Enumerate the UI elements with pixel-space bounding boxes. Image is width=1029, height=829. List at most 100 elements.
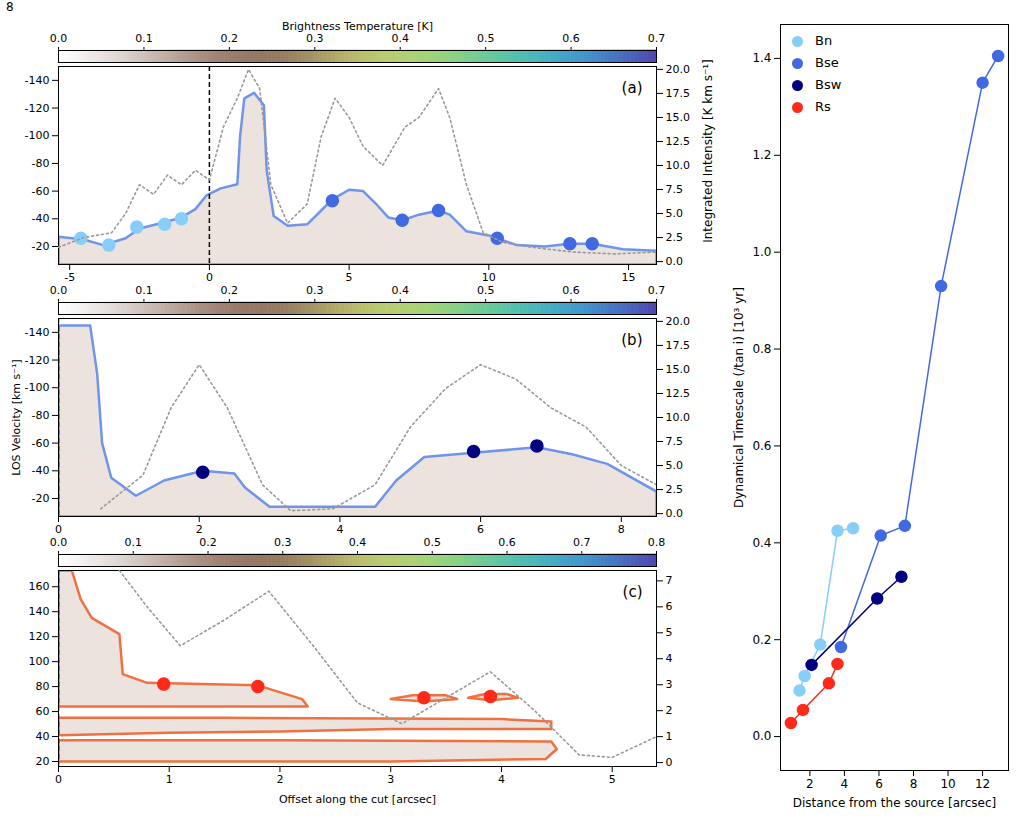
svg-text:20: 20: [36, 755, 50, 768]
svg-text:80: 80: [36, 680, 50, 693]
svg-text:0.8: 0.8: [752, 342, 771, 356]
svg-text:0.2: 0.2: [199, 536, 217, 549]
svg-text:0.0: 0.0: [50, 536, 68, 549]
svg-text:-20: -20: [32, 240, 50, 253]
svg-text:60: 60: [36, 705, 50, 718]
svg-text:10.0: 10.0: [666, 411, 691, 424]
svg-text:Brightness Temperature [K]: Brightness Temperature [K]: [282, 20, 433, 33]
svg-text:0.4: 0.4: [752, 536, 771, 550]
svg-text:0.1: 0.1: [125, 536, 143, 549]
svg-text:5: 5: [609, 773, 616, 786]
svg-text:6: 6: [477, 523, 484, 536]
svg-text:0.6: 0.6: [752, 439, 771, 453]
svg-text:0: 0: [55, 523, 62, 536]
svg-text:0.2: 0.2: [221, 284, 239, 297]
svg-text:-40: -40: [32, 464, 50, 477]
svg-text:10.0: 10.0: [666, 159, 691, 172]
svg-text:0: 0: [666, 756, 673, 769]
svg-text:Offset along the cut [arcsec]: Offset along the cut [arcsec]: [279, 793, 436, 806]
svg-text:40: 40: [36, 730, 50, 743]
svg-text:2.5: 2.5: [666, 483, 684, 496]
svg-text:10: 10: [940, 777, 955, 791]
svg-text:100: 100: [29, 655, 50, 668]
svg-text:0.1: 0.1: [135, 32, 153, 45]
svg-text:0.7: 0.7: [573, 536, 591, 549]
svg-text:0.5: 0.5: [477, 284, 495, 297]
svg-text:17.5: 17.5: [666, 339, 691, 352]
svg-text:7.5: 7.5: [666, 435, 684, 448]
svg-text:1.0: 1.0: [752, 245, 771, 259]
svg-text:1.2: 1.2: [752, 148, 771, 162]
svg-text:0.8: 0.8: [648, 536, 666, 549]
svg-text:1: 1: [166, 773, 173, 786]
svg-text:-80: -80: [32, 157, 50, 170]
svg-text:20.0: 20.0: [666, 63, 691, 76]
svg-text:0.3: 0.3: [306, 284, 324, 297]
svg-text:Dynamical Timescale (/tan i) [: Dynamical Timescale (/tan i) [10³ yr]: [732, 287, 746, 508]
svg-text:8: 8: [910, 777, 918, 791]
svg-text:-140: -140: [25, 326, 50, 339]
svg-text:0.2: 0.2: [221, 32, 239, 45]
svg-text:-120: -120: [25, 102, 50, 115]
svg-text:0.2: 0.2: [752, 633, 771, 647]
svg-text:4: 4: [336, 523, 343, 536]
svg-text:8: 8: [618, 523, 625, 536]
svg-text:(c): (c): [623, 583, 643, 601]
svg-text:0.0: 0.0: [50, 32, 68, 45]
svg-text:0.3: 0.3: [274, 536, 292, 549]
svg-text:4: 4: [841, 777, 849, 791]
svg-text:-140: -140: [25, 74, 50, 87]
svg-text:-20: -20: [32, 492, 50, 505]
svg-text:0.6: 0.6: [562, 32, 580, 45]
svg-text:-5: -5: [64, 271, 75, 284]
svg-text:17.5: 17.5: [666, 87, 691, 100]
svg-text:0.7: 0.7: [648, 284, 666, 297]
svg-text:0.0: 0.0: [666, 507, 684, 520]
svg-text:LOS Velocity [km s⁻¹]: LOS Velocity [km s⁻¹]: [10, 359, 23, 476]
svg-text:-60: -60: [32, 185, 50, 198]
svg-text:2: 2: [806, 777, 814, 791]
svg-text:7.5: 7.5: [666, 183, 684, 196]
svg-text:0.4: 0.4: [349, 536, 367, 549]
svg-text:3: 3: [666, 678, 673, 691]
svg-text:20.0: 20.0: [666, 315, 691, 328]
svg-text:0.1: 0.1: [135, 284, 153, 297]
svg-text:0: 0: [206, 271, 213, 284]
svg-text:0.6: 0.6: [562, 284, 580, 297]
svg-text:15.0: 15.0: [666, 111, 691, 124]
svg-text:-80: -80: [32, 409, 50, 422]
svg-text:140: 140: [29, 605, 50, 618]
svg-text:12.5: 12.5: [666, 135, 691, 148]
svg-text:4: 4: [666, 652, 673, 665]
svg-text:6: 6: [666, 600, 673, 613]
svg-text:15: 15: [622, 271, 636, 284]
svg-text:2: 2: [276, 773, 283, 786]
svg-text:0.7: 0.7: [648, 32, 666, 45]
svg-text:12.5: 12.5: [666, 387, 691, 400]
svg-text:15.0: 15.0: [666, 363, 691, 376]
svg-text:1: 1: [666, 730, 673, 743]
svg-text:12: 12: [975, 777, 990, 791]
svg-text:-120: -120: [25, 354, 50, 367]
svg-text:0.3: 0.3: [306, 32, 324, 45]
svg-text:(a): (a): [622, 79, 643, 97]
svg-text:2.5: 2.5: [666, 231, 684, 244]
svg-text:7: 7: [666, 574, 673, 587]
svg-text:0.0: 0.0: [752, 729, 771, 743]
svg-text:0.4: 0.4: [391, 32, 409, 45]
svg-text:5.0: 5.0: [666, 207, 684, 220]
svg-text:-100: -100: [25, 129, 50, 142]
svg-text:1.4: 1.4: [752, 51, 771, 65]
svg-text:0: 0: [55, 773, 62, 786]
svg-text:2: 2: [196, 523, 203, 536]
svg-text:-60: -60: [32, 437, 50, 450]
svg-text:0.4: 0.4: [391, 284, 409, 297]
svg-text:-40: -40: [32, 212, 50, 225]
svg-text:(b): (b): [621, 331, 642, 349]
svg-text:2: 2: [666, 704, 673, 717]
svg-text:0.0: 0.0: [666, 255, 684, 268]
svg-text:5: 5: [346, 271, 353, 284]
svg-text:0.0: 0.0: [50, 284, 68, 297]
svg-text:120: 120: [29, 630, 50, 643]
svg-text:0.5: 0.5: [424, 536, 442, 549]
